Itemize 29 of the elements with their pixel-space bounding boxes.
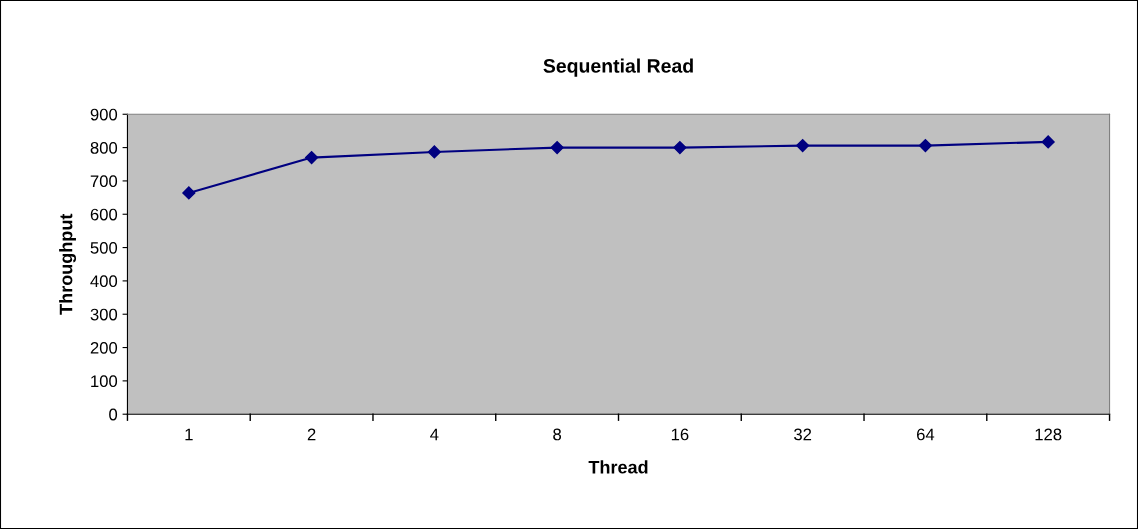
x-tick-label: 1 (185, 428, 193, 441)
point (305, 151, 319, 165)
point (427, 145, 441, 159)
x-tick-label: 128 (1035, 428, 1062, 441)
y-tick-label: 500 (90, 241, 118, 254)
x-tick-label: 8 (553, 428, 562, 441)
point (918, 139, 932, 153)
y-tick-label: 800 (90, 141, 118, 154)
y-tick-label: 400 (90, 275, 118, 288)
point (550, 141, 564, 155)
y-tick-label: 700 (90, 175, 118, 188)
point (796, 139, 810, 153)
point (182, 186, 196, 200)
chart-title: Sequential Read (543, 58, 693, 77)
y-tick-label: 600 (90, 208, 118, 221)
x-tick-label: 2 (307, 428, 316, 441)
x-tick-label: 4 (430, 428, 439, 441)
point (673, 141, 687, 155)
y-tick-label: 300 (90, 308, 118, 321)
x-tick-label: 32 (794, 428, 812, 441)
y-tick-label: 0 (109, 408, 118, 421)
x-axis-title: Thread (588, 460, 648, 474)
x-tick-label: 16 (671, 428, 689, 441)
x-tick-label: 64 (916, 428, 935, 441)
y-tick-label: 100 (91, 375, 118, 388)
point (1041, 135, 1055, 149)
y-tick-label: 900 (90, 108, 118, 121)
y-tick-label: 200 (90, 341, 118, 354)
y-axis-title: Throughput (59, 213, 77, 315)
